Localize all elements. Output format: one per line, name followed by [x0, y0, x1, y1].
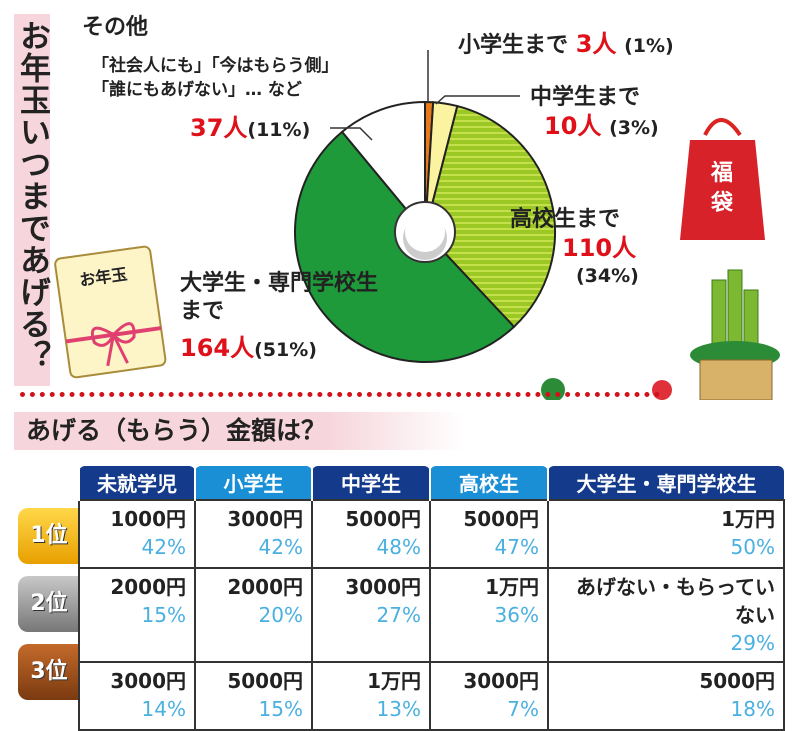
- amount-percent: 42%: [141, 535, 186, 559]
- amount-value: 5000円: [227, 669, 303, 693]
- amount-percent: 42%: [258, 535, 303, 559]
- kadomatsu-icon: [690, 269, 780, 400]
- table-cell: あげない・もらっていない 29%: [547, 567, 785, 663]
- amount-value: 3000円: [463, 669, 539, 693]
- otoshidama-envelope-icon: お年玉: [54, 245, 167, 379]
- table-cell: 3000円 42%: [194, 499, 313, 569]
- percent: (51%): [254, 339, 317, 361]
- amount-value: 3000円: [110, 669, 186, 693]
- count: 37人: [190, 114, 248, 142]
- amount-heading: あげる（もらう）金額は？: [14, 412, 464, 450]
- table-cell: 5000円 15%: [194, 661, 313, 731]
- table-row: 1000円 42% 3000円 42% 5000円 48% 5000円 47% 1万円 50%: [78, 499, 785, 569]
- label: 高校生まで: [510, 207, 621, 232]
- rank-2-badge: 2位: [18, 576, 80, 632]
- label-other: その他: [82, 15, 149, 40]
- col-elementary: 小学生: [194, 466, 312, 500]
- amount-percent: 36%: [494, 603, 539, 627]
- pie-chart: お年玉 福 袋: [54, 50, 780, 400]
- rank-1-badge: 1位: [18, 508, 80, 564]
- table-cell: 1000円 42%: [78, 499, 196, 569]
- label: 大学生・専門学校生まで: [180, 271, 379, 324]
- amount-percent: 47%: [494, 535, 539, 559]
- label: 小学生まで: [458, 33, 569, 58]
- amount-value: 1万円: [485, 575, 539, 599]
- svg-text:福: 福: [710, 161, 733, 186]
- label-elementary: 小学生まで 3人 (1%): [458, 30, 674, 60]
- svg-text:袋: 袋: [710, 190, 734, 216]
- percent: (11%): [247, 119, 311, 141]
- label: 中学生まで: [530, 85, 641, 110]
- table-cell: 3000円 7%: [429, 661, 549, 731]
- count: 164人: [180, 334, 255, 362]
- amount-percent: 13%: [376, 697, 421, 721]
- table-cell: 1万円 13%: [311, 661, 431, 731]
- value-other: 37人(11%): [190, 114, 310, 144]
- rank-3-badge: 3位: [18, 644, 80, 700]
- amount-percent: 15%: [141, 603, 186, 627]
- table-header: 未就学児 小学生 中学生 高校生 大学生・専門学校生: [78, 466, 784, 500]
- amount-value: 2000円: [110, 575, 186, 599]
- percent: (3%): [609, 117, 659, 139]
- percent: (1%): [624, 35, 674, 57]
- amount-value: 5000円: [699, 669, 775, 693]
- amount-percent: 15%: [258, 697, 303, 721]
- table-cell: 2000円 20%: [194, 567, 313, 663]
- table-cell: 5000円 18%: [547, 661, 785, 731]
- label-other-note: 「社会人にも」「今はもらう側」 「誰にもあげない」… など: [92, 54, 339, 102]
- table-cell: 3000円 14%: [78, 661, 196, 731]
- note-line-2: 「誰にもあげない」… など: [92, 80, 302, 100]
- amount-percent: 14%: [141, 697, 186, 721]
- amount-percent: 27%: [376, 603, 421, 627]
- table-cell: 1万円 50%: [547, 499, 785, 569]
- amount-value: 2000円: [227, 575, 303, 599]
- amount-value: 5000円: [345, 507, 421, 531]
- amount-percent: 7%: [507, 697, 539, 721]
- amount-percent: 20%: [258, 603, 303, 627]
- table-row: 3000円 14% 5000円 15% 1万円 13% 3000円 7% 5000円 18%: [78, 661, 785, 731]
- amount-table: 未就学児 小学生 中学生 高校生 大学生・専門学校生 1000円 42% 3000円…: [78, 466, 785, 731]
- amount-value: 5000円: [463, 507, 539, 531]
- pie-hole-inner: [405, 212, 445, 252]
- table-row: 2000円 15% 2000円 20% 3000円 27% 1万円 36% あげない・もらってい…: [78, 567, 785, 663]
- count: 3人: [575, 30, 617, 58]
- label-junior: 中学生まで 10人 (3%): [530, 84, 659, 142]
- slice-high: [423, 104, 556, 329]
- table-cell: 5000円 48%: [311, 499, 431, 569]
- note-line-1: 「社会人にも」「今はもらう側」: [92, 56, 339, 76]
- percent: (34%): [576, 265, 639, 287]
- label-high: 高校生まで 110人 (34%): [510, 206, 639, 290]
- plum-flower-icon: [652, 380, 672, 400]
- amount-percent: 29%: [730, 631, 775, 655]
- amount-value: 3000円: [345, 575, 421, 599]
- amount-value: 1万円: [367, 669, 421, 693]
- leader-other: [330, 127, 373, 141]
- fukubukuro-bag-icon: 福 袋: [680, 118, 765, 240]
- label-university: 大学生・専門学校生まで 164人(51%): [180, 270, 380, 364]
- table-cell: 3000円 27%: [311, 567, 431, 663]
- col-preschool: 未就学児: [78, 466, 195, 500]
- amount-value: 3000円: [227, 507, 303, 531]
- count: 10人: [544, 112, 602, 140]
- amount-percent: 18%: [730, 697, 775, 721]
- amount-value: あげない・もらっていない: [576, 575, 775, 627]
- vertical-title: お年玉いつまであげる？: [14, 14, 50, 386]
- table-cell: 2000円 15%: [78, 567, 196, 663]
- col-junior: 中学生: [311, 466, 430, 500]
- slice-other: [340, 100, 426, 235]
- col-university: 大学生・専門学校生: [547, 466, 784, 500]
- dotted-divider: [20, 392, 660, 397]
- count: 110人: [562, 234, 637, 262]
- col-high: 高校生: [429, 466, 548, 500]
- amount-value: 1万円: [721, 507, 775, 531]
- table-cell: 5000円 47%: [429, 499, 549, 569]
- table-cell: 1万円 36%: [429, 567, 549, 663]
- amount-value: 1000円: [110, 507, 186, 531]
- leader-junior: [435, 95, 520, 105]
- amount-percent: 50%: [730, 535, 775, 559]
- amount-percent: 48%: [376, 535, 421, 559]
